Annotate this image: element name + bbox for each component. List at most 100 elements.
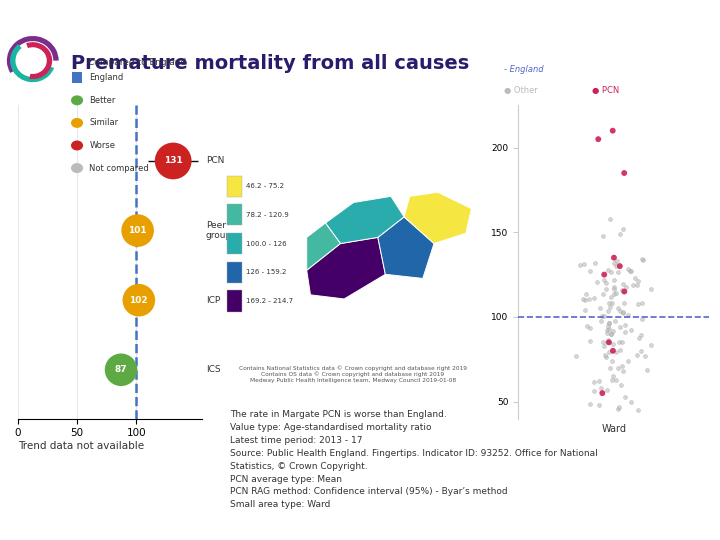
Point <box>603 319 615 327</box>
Bar <box>227 262 242 283</box>
Point <box>606 298 618 307</box>
Point <box>631 280 643 289</box>
Point <box>591 278 603 287</box>
Point <box>600 279 612 287</box>
Text: 101: 101 <box>128 226 147 235</box>
Text: 131: 131 <box>163 157 183 165</box>
X-axis label: Ward: Ward <box>601 424 626 434</box>
Point <box>608 282 620 291</box>
Point <box>639 352 651 360</box>
Point <box>597 389 608 397</box>
Point <box>614 262 626 271</box>
Point <box>604 364 616 373</box>
Point <box>585 267 596 276</box>
Point <box>618 393 630 401</box>
Point <box>608 258 620 267</box>
Text: The rate in Margate PCN is worse than England.
Value type: Age-standardised mort: The rate in Margate PCN is worse than En… <box>230 410 598 509</box>
Point <box>615 306 626 315</box>
Text: Contains National Statistics data © Crown copyright and database right 2019
Cont: Contains National Statistics data © Crow… <box>239 365 467 383</box>
Text: 78.2 - 120.9: 78.2 - 120.9 <box>246 212 289 218</box>
Text: 87: 87 <box>114 365 127 374</box>
Point <box>585 337 596 346</box>
Point <box>614 230 626 239</box>
Point <box>595 383 607 392</box>
Point <box>607 372 618 380</box>
Point <box>617 280 629 288</box>
Point <box>605 215 616 224</box>
Point <box>611 257 623 266</box>
Point <box>603 338 615 347</box>
Wedge shape <box>10 44 54 82</box>
Point <box>580 295 591 304</box>
Point <box>612 303 624 312</box>
Point <box>618 168 630 177</box>
Point <box>633 406 644 414</box>
Point <box>615 381 626 389</box>
Text: 100.0 - 126: 100.0 - 126 <box>246 240 287 247</box>
Point <box>603 299 615 307</box>
Point <box>604 302 616 311</box>
Point <box>616 362 628 370</box>
Wedge shape <box>26 42 52 79</box>
Text: Similar: Similar <box>89 118 118 127</box>
Text: 102: 102 <box>130 296 148 305</box>
Point <box>596 312 608 321</box>
Text: Peer
group: Peer group <box>206 221 232 240</box>
Point <box>613 363 624 372</box>
Point <box>598 342 609 350</box>
Point <box>168 157 179 165</box>
Point <box>636 299 648 308</box>
Circle shape <box>71 163 83 173</box>
Point <box>607 126 618 135</box>
Polygon shape <box>378 217 434 279</box>
Point <box>614 346 626 354</box>
Point <box>579 260 590 268</box>
Text: ● PCN: ● PCN <box>592 86 619 95</box>
Text: 40: 40 <box>7 9 29 24</box>
Point <box>588 294 599 302</box>
Polygon shape <box>307 223 341 270</box>
Point <box>636 331 647 340</box>
Point <box>612 267 624 276</box>
Text: 126 - 159.2: 126 - 159.2 <box>246 269 287 275</box>
Point <box>619 328 631 336</box>
Point <box>625 266 636 275</box>
Point <box>602 338 613 346</box>
Point <box>597 290 608 299</box>
Point <box>598 275 610 284</box>
Text: England: England <box>89 73 124 82</box>
Point <box>618 299 629 308</box>
Point <box>633 300 644 308</box>
Point <box>637 255 649 264</box>
Bar <box>227 291 242 312</box>
Polygon shape <box>307 238 385 299</box>
Point <box>597 231 608 240</box>
Point <box>610 376 621 384</box>
Point <box>603 319 614 327</box>
Point <box>617 225 629 233</box>
Point <box>602 307 613 316</box>
Point <box>607 327 618 335</box>
Circle shape <box>71 118 83 128</box>
Point <box>613 403 625 412</box>
Point <box>598 338 609 346</box>
Point <box>645 341 657 349</box>
Point <box>593 401 605 409</box>
Point <box>600 351 611 360</box>
Circle shape <box>71 140 83 151</box>
Bar <box>227 176 242 197</box>
Point <box>599 312 611 320</box>
Text: ● Other: ● Other <box>504 86 538 95</box>
Point <box>598 271 610 279</box>
Point <box>581 322 593 330</box>
Point <box>601 386 613 394</box>
Point <box>614 323 626 332</box>
Point <box>588 377 600 386</box>
Point <box>629 274 641 283</box>
Point <box>608 285 619 293</box>
Point <box>601 326 613 334</box>
Point <box>608 275 620 284</box>
Point <box>632 276 644 285</box>
Point <box>628 281 639 289</box>
Point <box>616 338 628 346</box>
